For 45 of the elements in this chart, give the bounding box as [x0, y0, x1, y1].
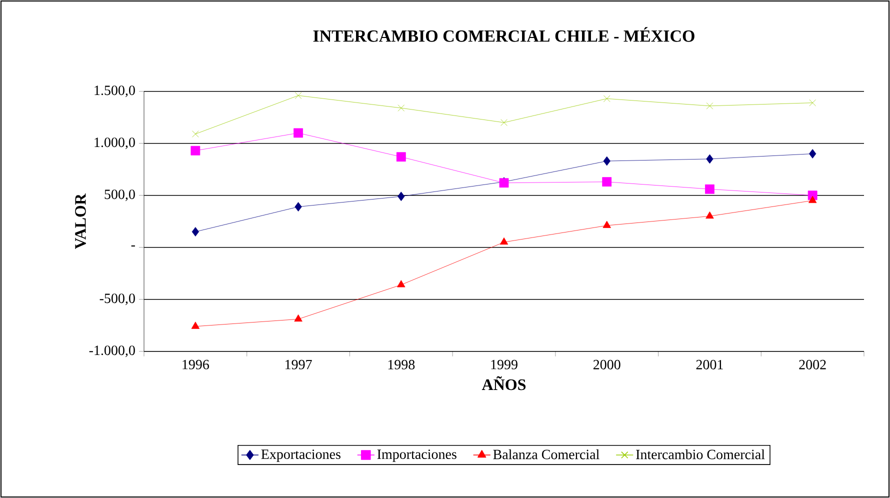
point: [192, 130, 199, 138]
x-tick-label: 1998: [388, 360, 415, 370]
y-tick-label: -1.000,0: [89, 346, 135, 358]
point: [603, 95, 610, 102]
point: [397, 280, 406, 288]
x-tick-label: 1996: [182, 360, 210, 370]
point: [809, 149, 816, 158]
point: [192, 227, 200, 236]
x-tick-label: 1999: [491, 360, 518, 370]
point: [294, 314, 302, 322]
legend-label: Importaciones: [377, 450, 456, 462]
chart-title: INTERCAMBIO COMERCIAL CHILE - MÉXICO: [313, 27, 694, 42]
point: [396, 152, 406, 162]
point: [706, 211, 714, 219]
x-tick-label: 1997: [286, 360, 312, 370]
y-tick-label: 500,0: [104, 190, 135, 202]
point: [705, 184, 714, 194]
point: [603, 156, 610, 166]
point: [294, 92, 302, 99]
point: [809, 99, 816, 106]
legend-label: Balanza Comercial: [493, 449, 600, 460]
y-tick-label: 1.000,0: [94, 138, 135, 150]
point: [398, 192, 405, 202]
point: [398, 104, 405, 112]
point: [500, 119, 508, 126]
point: [602, 220, 611, 228]
point: [294, 128, 303, 138]
legend-label: Intercambio Comercial: [636, 449, 765, 460]
point: [500, 237, 508, 245]
x-tick-label: 2000: [593, 360, 620, 370]
point: [190, 146, 200, 156]
point: [808, 196, 817, 204]
point: [602, 177, 612, 187]
y-tick-label: 1.500,0: [94, 86, 135, 98]
point: [191, 322, 200, 329]
y-tick-label: -500,0: [100, 294, 135, 306]
y-axis-title: VALOR: [75, 193, 86, 250]
x-tick-label: 2001: [696, 360, 723, 370]
y-tick-label: -: [131, 245, 135, 246]
point: [294, 202, 302, 212]
legend-label: Exportaciones: [261, 450, 340, 462]
point: [706, 102, 714, 110]
point: [706, 154, 714, 164]
x-tick-label: 2002: [799, 360, 826, 370]
x-axis-title: AÑOS: [482, 376, 526, 390]
